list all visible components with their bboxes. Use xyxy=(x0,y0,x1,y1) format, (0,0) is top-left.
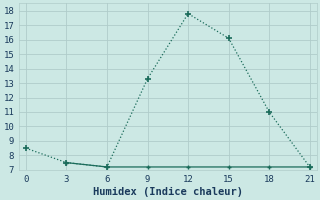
X-axis label: Humidex (Indice chaleur): Humidex (Indice chaleur) xyxy=(93,186,243,197)
